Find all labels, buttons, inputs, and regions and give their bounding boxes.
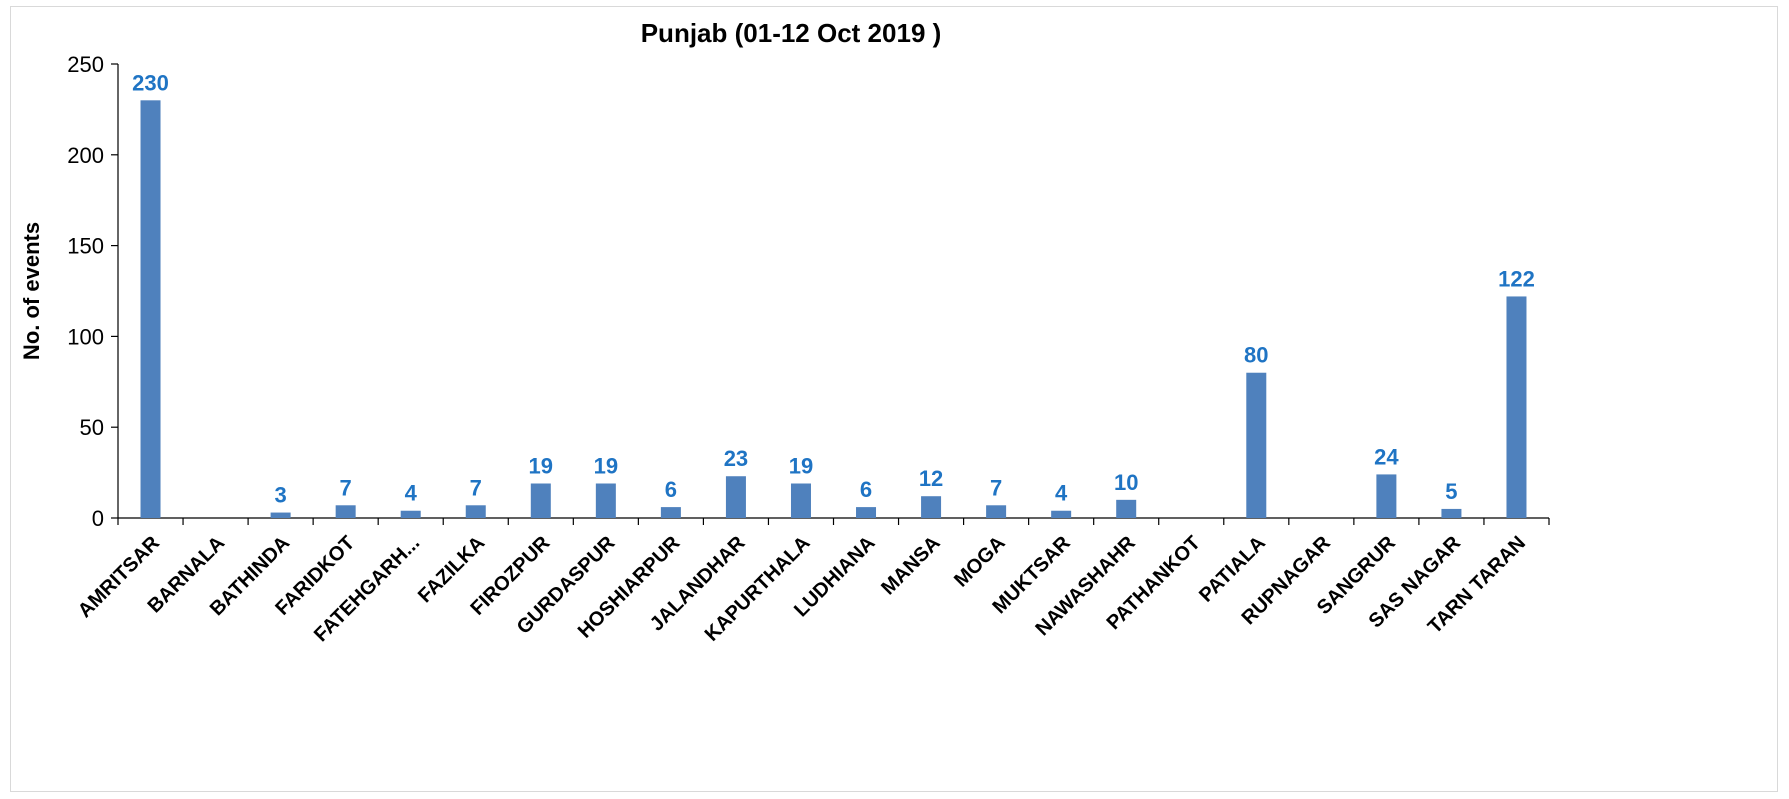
y-axis-label: No. of events bbox=[19, 222, 44, 360]
bar bbox=[140, 100, 161, 518]
bar bbox=[1116, 499, 1137, 518]
bar bbox=[790, 483, 811, 518]
data-label: 19 bbox=[789, 453, 813, 478]
bar bbox=[660, 507, 681, 518]
bars bbox=[140, 100, 1527, 518]
bar bbox=[921, 496, 942, 518]
y-tick-label: 150 bbox=[67, 234, 104, 259]
chart-frame: Punjab (01-12 Oct 2019 ) No. of events 0… bbox=[10, 6, 1778, 792]
data-label: 24 bbox=[1374, 444, 1399, 469]
data-label: 10 bbox=[1114, 470, 1138, 495]
bar bbox=[400, 510, 421, 518]
data-label: 6 bbox=[665, 477, 677, 502]
x-tick-label: MOGA bbox=[950, 532, 1010, 592]
bar bbox=[986, 505, 1007, 518]
bar bbox=[465, 505, 486, 518]
y-tick-label: 50 bbox=[80, 415, 104, 440]
bar-chart: Punjab (01-12 Oct 2019 ) No. of events 0… bbox=[19, 18, 1550, 647]
bar bbox=[1246, 372, 1267, 518]
data-label: 12 bbox=[919, 466, 943, 491]
bar bbox=[270, 512, 291, 518]
data-label: 5 bbox=[1445, 479, 1457, 504]
data-label: 19 bbox=[594, 453, 618, 478]
data-label: 23 bbox=[724, 446, 748, 471]
y-axis: 0 50 100 150 200 250 bbox=[67, 52, 119, 531]
data-label: 7 bbox=[340, 475, 352, 500]
bar bbox=[595, 483, 616, 518]
bar bbox=[1441, 508, 1462, 518]
bar bbox=[856, 507, 877, 518]
bar bbox=[530, 483, 551, 518]
x-axis bbox=[117, 517, 1550, 525]
data-label: 3 bbox=[274, 483, 286, 508]
y-tick-label: 250 bbox=[67, 52, 104, 77]
bar bbox=[1376, 474, 1397, 518]
bar bbox=[1506, 296, 1527, 518]
data-labels: 230 3 7 4 7 19 19 6 23 19 6 12 7 4 10 80 24 5 122 bbox=[132, 70, 1535, 507]
chart-title: Punjab (01-12 Oct 2019 ) bbox=[641, 18, 942, 48]
x-tick-labels: AMRITSARBARNALABATHINDAFARIDKOTFATEHGARH… bbox=[74, 532, 1530, 647]
y-tick-label: 0 bbox=[92, 506, 104, 531]
bar bbox=[1051, 510, 1072, 518]
x-tick-label: MANSA bbox=[877, 532, 944, 599]
data-label: 7 bbox=[990, 475, 1002, 500]
data-label: 4 bbox=[405, 481, 418, 506]
data-label: 7 bbox=[470, 475, 482, 500]
bar bbox=[725, 476, 746, 518]
data-label: 230 bbox=[132, 70, 169, 95]
y-tick-label: 100 bbox=[67, 324, 104, 349]
data-label: 6 bbox=[860, 477, 872, 502]
data-label: 4 bbox=[1055, 481, 1068, 506]
bar bbox=[335, 505, 356, 518]
y-tick-label: 200 bbox=[67, 143, 104, 168]
data-label: 122 bbox=[1498, 266, 1535, 291]
data-label: 80 bbox=[1244, 343, 1268, 368]
data-label: 19 bbox=[529, 453, 553, 478]
